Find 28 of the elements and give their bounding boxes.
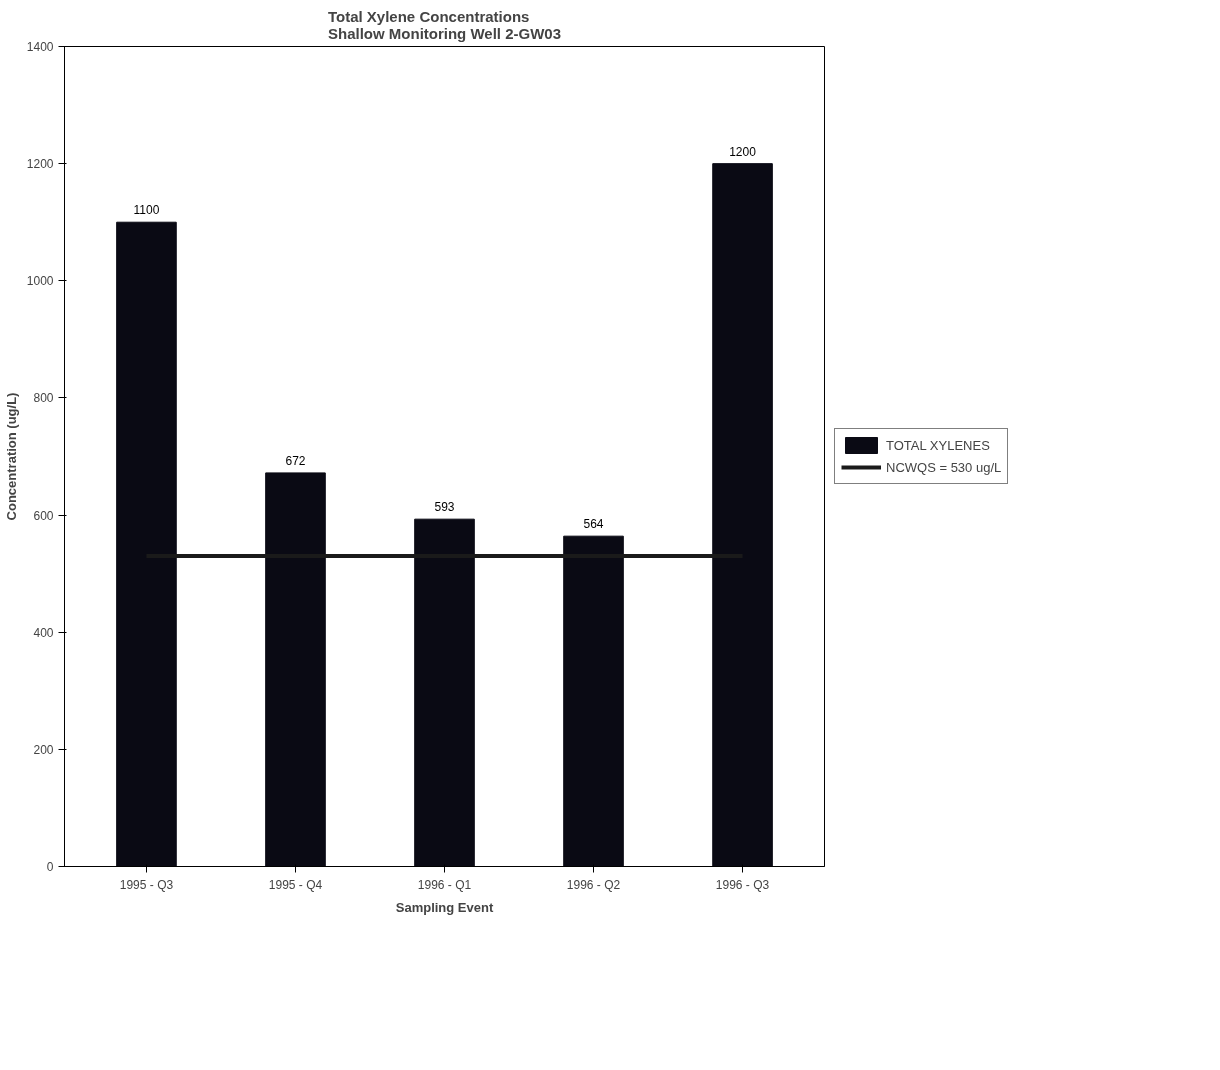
bar <box>414 518 475 867</box>
data-label: 564 <box>583 517 604 532</box>
x-tick-label: 1995 - Q4 <box>268 877 323 892</box>
y-tick-label: 1200 <box>26 157 54 172</box>
y-axis-title: Concentration (ug/L) <box>3 392 19 521</box>
x-tick-label: 1995 - Q3 <box>119 877 174 892</box>
y-tick-label: 400 <box>33 625 54 640</box>
chart-title: Total Xylene Concentrations Shallow Monitoring Well 2-GW03 <box>327 7 562 42</box>
y-tick-label: 1000 <box>26 274 54 289</box>
data-label: 1200 <box>729 144 757 159</box>
y-tick-label: 600 <box>33 508 54 523</box>
legend-label: NCWQS = 530 ug/L <box>886 459 1002 475</box>
bar <box>563 535 624 867</box>
y-tick-label: 0 <box>46 860 54 874</box>
data-label: 672 <box>285 453 306 468</box>
y-tick-label: 1400 <box>26 40 54 54</box>
data-label: 593 <box>434 500 455 515</box>
data-label: 1100 <box>133 203 160 218</box>
y-tick-label: 800 <box>33 391 54 406</box>
bar <box>265 472 326 867</box>
x-tick-label: 1996 - Q2 <box>566 877 621 892</box>
x-tick-label: 1996 - Q3 <box>715 877 770 892</box>
x-axis-title: Sampling Event <box>395 899 494 915</box>
bar <box>712 163 773 867</box>
bar <box>116 221 177 867</box>
x-tick-label: 1996 - Q1 <box>417 877 472 892</box>
legend-label: TOTAL XYLENES <box>886 437 990 453</box>
y-tick-label: 200 <box>33 742 54 757</box>
